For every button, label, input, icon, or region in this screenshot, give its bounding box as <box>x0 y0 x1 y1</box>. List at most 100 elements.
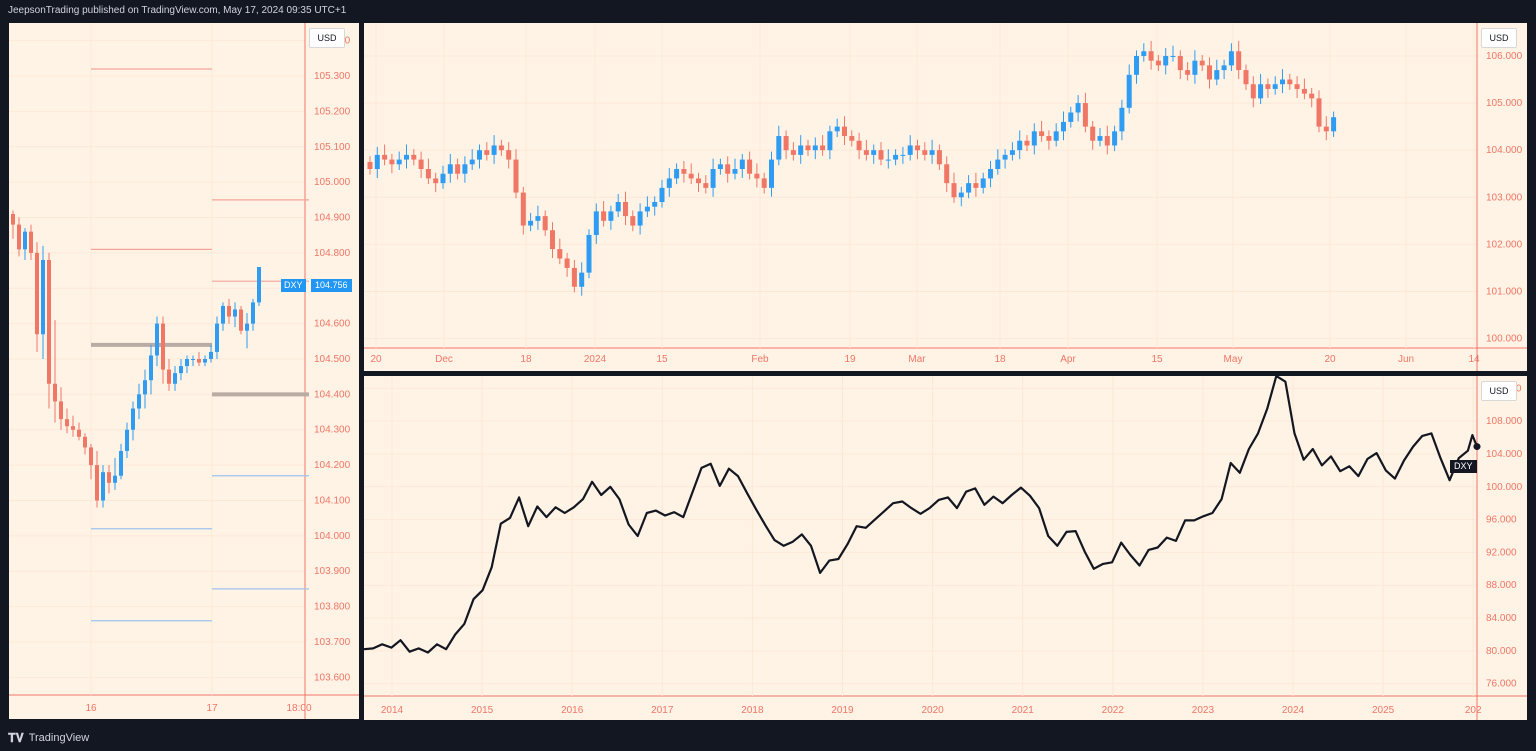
candle-body <box>929 150 935 155</box>
y-tick-label: 104.500 <box>314 354 351 365</box>
candle-body <box>644 206 650 212</box>
candle-body <box>528 220 534 226</box>
candle-body <box>630 216 636 226</box>
candle-body <box>1002 154 1008 160</box>
candle-body <box>491 145 497 155</box>
candle-body <box>688 173 694 179</box>
intraday-chart[interactable]: 105.400105.300105.200105.100105.000104.9… <box>9 23 359 719</box>
candle-body <box>1024 140 1030 146</box>
y-tick-label: 104.100 <box>314 495 351 506</box>
candle-body <box>703 183 709 188</box>
y-tick-label: 104.900 <box>314 213 351 224</box>
candle-body <box>878 150 884 160</box>
candle-body <box>856 140 862 151</box>
candle-body <box>239 309 243 331</box>
y-tick-label: 92.000 <box>1486 547 1517 558</box>
candle-body <box>776 136 782 160</box>
candle-body <box>958 192 964 198</box>
candle-body <box>1090 126 1096 141</box>
candle-body <box>23 231 27 250</box>
candle-body <box>233 309 237 317</box>
x-tick-label: 2014 <box>381 705 404 716</box>
candle-body <box>1112 131 1118 146</box>
candle-body <box>1185 70 1191 75</box>
candle-body <box>769 159 774 188</box>
last-price-badge: 104.756 <box>311 279 352 292</box>
publish-header: JeepsonTrading published on TradingView.… <box>8 5 347 16</box>
x-tick-label: 17 <box>206 703 218 714</box>
candle-body <box>980 178 986 188</box>
candle-body <box>790 150 796 155</box>
x-tick-label: 2025 <box>1372 705 1395 716</box>
x-tick-label: 2024 <box>1282 705 1305 716</box>
x-tick-label: 2015 <box>471 705 494 716</box>
x-tick-label: 2017 <box>651 705 674 716</box>
candle-body <box>725 164 731 174</box>
candle-body <box>995 159 1001 170</box>
y-tick-label: 104.000 <box>1486 145 1523 156</box>
candle-body <box>469 159 475 165</box>
candle-body <box>137 394 141 409</box>
tradingview-logo-icon: 𝐓𝐕 <box>8 731 24 745</box>
candle-body <box>1287 79 1293 85</box>
y-tick-label: 104.200 <box>314 460 351 471</box>
candle-body <box>161 323 165 370</box>
candle-body <box>1192 60 1198 75</box>
x-tick-label: Jun <box>1398 354 1414 365</box>
currency-button[interactable]: USD <box>309 28 345 48</box>
candle-body <box>83 436 87 448</box>
candle-body <box>396 159 402 165</box>
currency-button[interactable]: USD <box>1481 381 1517 401</box>
candle-body <box>1265 84 1271 89</box>
x-tick-label: 2023 <box>1192 705 1215 716</box>
y-tick-label: 104.300 <box>314 425 351 436</box>
y-tick-label: 103.000 <box>1486 192 1523 203</box>
candle-body <box>462 164 468 174</box>
y-tick-label: 103.700 <box>314 637 351 648</box>
candle-body <box>1250 84 1256 99</box>
x-tick-label: 2016 <box>561 705 584 716</box>
x-tick-label: 19 <box>844 354 856 365</box>
daily-chart[interactable]: 106.000 105.000 104.000 103.000 102.000 101.0… <box>364 23 1527 371</box>
candle-body <box>1199 60 1205 66</box>
candle-body <box>167 369 171 384</box>
candle-body <box>907 145 913 155</box>
daily-chart-panel[interactable]: 106.000 105.000 104.000 103.000 102.000 101.0… <box>364 23 1527 371</box>
y-tick-label: 103.900 <box>314 566 351 577</box>
candle-body <box>900 154 906 156</box>
candle-body <box>1170 55 1176 57</box>
symbol-badge: DXY <box>1450 460 1477 473</box>
y-tick-label: 105.000 <box>1486 98 1523 109</box>
x-tick-label: May <box>1224 354 1243 365</box>
candle-body <box>1228 51 1234 66</box>
candle-body <box>696 178 701 184</box>
candle-body <box>936 150 942 165</box>
monthly-line-chart-panel[interactable]: 112.000108.000104.000100.00096.00092.000… <box>364 376 1527 720</box>
x-tick-label: 20 <box>1324 354 1336 365</box>
candle-body <box>29 231 33 253</box>
symbol-badge: DXY <box>281 279 306 292</box>
last-point-marker <box>1473 443 1481 451</box>
candle-body <box>812 145 818 151</box>
currency-button[interactable]: USD <box>1481 28 1517 48</box>
y-tick-label: 96.000 <box>1486 515 1517 526</box>
candle-body <box>754 173 760 179</box>
monthly-line-chart[interactable]: 112.000108.000104.000100.00096.00092.000… <box>364 376 1527 720</box>
candle-body <box>484 150 490 155</box>
candle-body <box>125 429 129 451</box>
candle-body <box>119 450 123 476</box>
candle-body <box>652 201 658 207</box>
candle-body <box>1009 150 1015 155</box>
candle-body <box>761 178 767 188</box>
candle-body <box>131 408 135 430</box>
candle-body <box>221 305 225 324</box>
candle-body <box>77 429 81 437</box>
candle-body <box>227 305 231 317</box>
candle-body <box>674 169 680 179</box>
y-tick-label: 100.000 <box>1486 482 1523 493</box>
intraday-chart-panel[interactable]: 105.400105.300105.200105.100105.000104.9… <box>9 23 359 719</box>
candle-body <box>520 192 526 226</box>
candle-body <box>149 355 153 381</box>
candle-body <box>1236 51 1242 71</box>
candle-body <box>89 447 93 466</box>
